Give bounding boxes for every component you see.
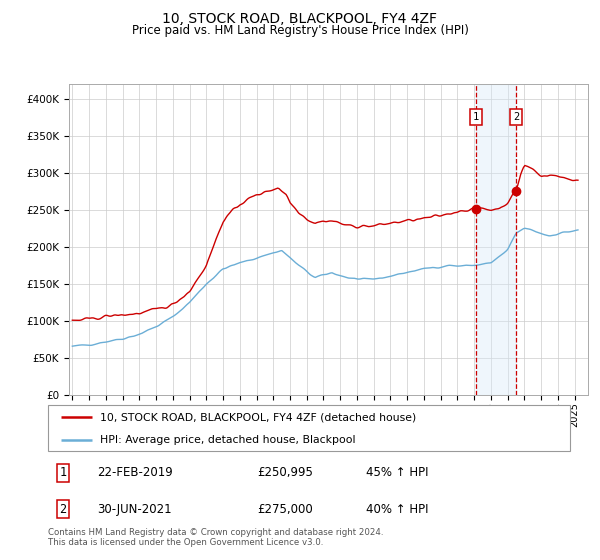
Text: 30-JUN-2021: 30-JUN-2021: [98, 502, 172, 516]
FancyBboxPatch shape: [48, 405, 570, 451]
Text: Contains HM Land Registry data © Crown copyright and database right 2024.
This d: Contains HM Land Registry data © Crown c…: [48, 528, 383, 547]
Text: 10, STOCK ROAD, BLACKPOOL, FY4 4ZF (detached house): 10, STOCK ROAD, BLACKPOOL, FY4 4ZF (deta…: [100, 412, 416, 422]
Text: 2: 2: [513, 113, 519, 122]
Text: 2: 2: [59, 502, 67, 516]
Bar: [476, 84, 516, 395]
Text: 45% ↑ HPI: 45% ↑ HPI: [367, 466, 429, 479]
Text: 1: 1: [59, 466, 67, 479]
Text: £250,995: £250,995: [257, 466, 313, 479]
Text: 22-FEB-2019: 22-FEB-2019: [98, 466, 173, 479]
Text: Price paid vs. HM Land Registry's House Price Index (HPI): Price paid vs. HM Land Registry's House …: [131, 24, 469, 37]
Text: 40% ↑ HPI: 40% ↑ HPI: [367, 502, 429, 516]
Text: 1: 1: [473, 113, 479, 122]
Text: HPI: Average price, detached house, Blackpool: HPI: Average price, detached house, Blac…: [100, 435, 356, 445]
Text: £275,000: £275,000: [257, 502, 313, 516]
Text: 10, STOCK ROAD, BLACKPOOL, FY4 4ZF: 10, STOCK ROAD, BLACKPOOL, FY4 4ZF: [163, 12, 437, 26]
